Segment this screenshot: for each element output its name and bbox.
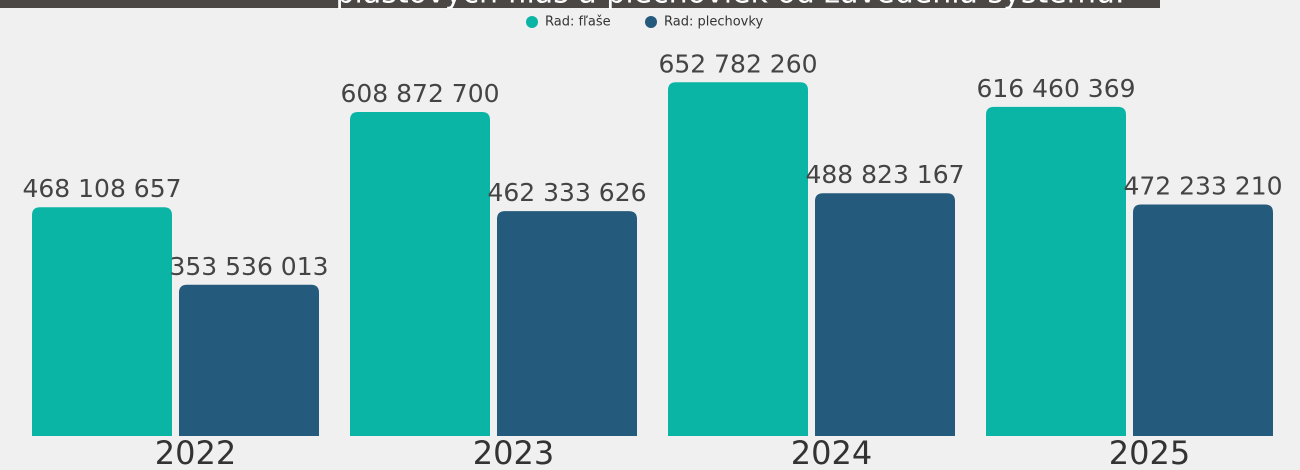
bar (668, 82, 808, 437)
bar (497, 211, 637, 436)
bar (179, 284, 319, 436)
chart-title: plastových fliaš a plechoviek od zaveden… (336, 0, 1125, 11)
value-label: 608 872 700 (340, 79, 499, 108)
bar (32, 207, 172, 436)
legend-swatch (526, 16, 538, 28)
x-tick-label: 2025 (1109, 434, 1190, 470)
value-label: 468 108 657 (22, 174, 181, 203)
legend-label: Rad: plechovky (664, 15, 763, 30)
legend-swatch (645, 16, 657, 28)
value-label: 353 536 013 (169, 252, 328, 281)
value-label: 462 333 626 (487, 178, 646, 207)
x-tick-label: 2023 (473, 434, 554, 470)
value-label: 652 782 260 (658, 49, 817, 78)
bar (815, 193, 955, 436)
bar (1133, 204, 1273, 436)
x-tick-label: 2024 (791, 434, 872, 470)
value-label: 472 233 210 (1123, 171, 1282, 200)
bar (350, 112, 490, 436)
title-bar (0, 0, 1160, 8)
value-label: 616 460 369 (976, 74, 1135, 103)
x-tick-label: 2022 (155, 434, 236, 470)
bar (986, 106, 1126, 437)
legend-label: Rad: fľaše (545, 15, 611, 30)
value-label: 488 823 167 (805, 160, 964, 189)
